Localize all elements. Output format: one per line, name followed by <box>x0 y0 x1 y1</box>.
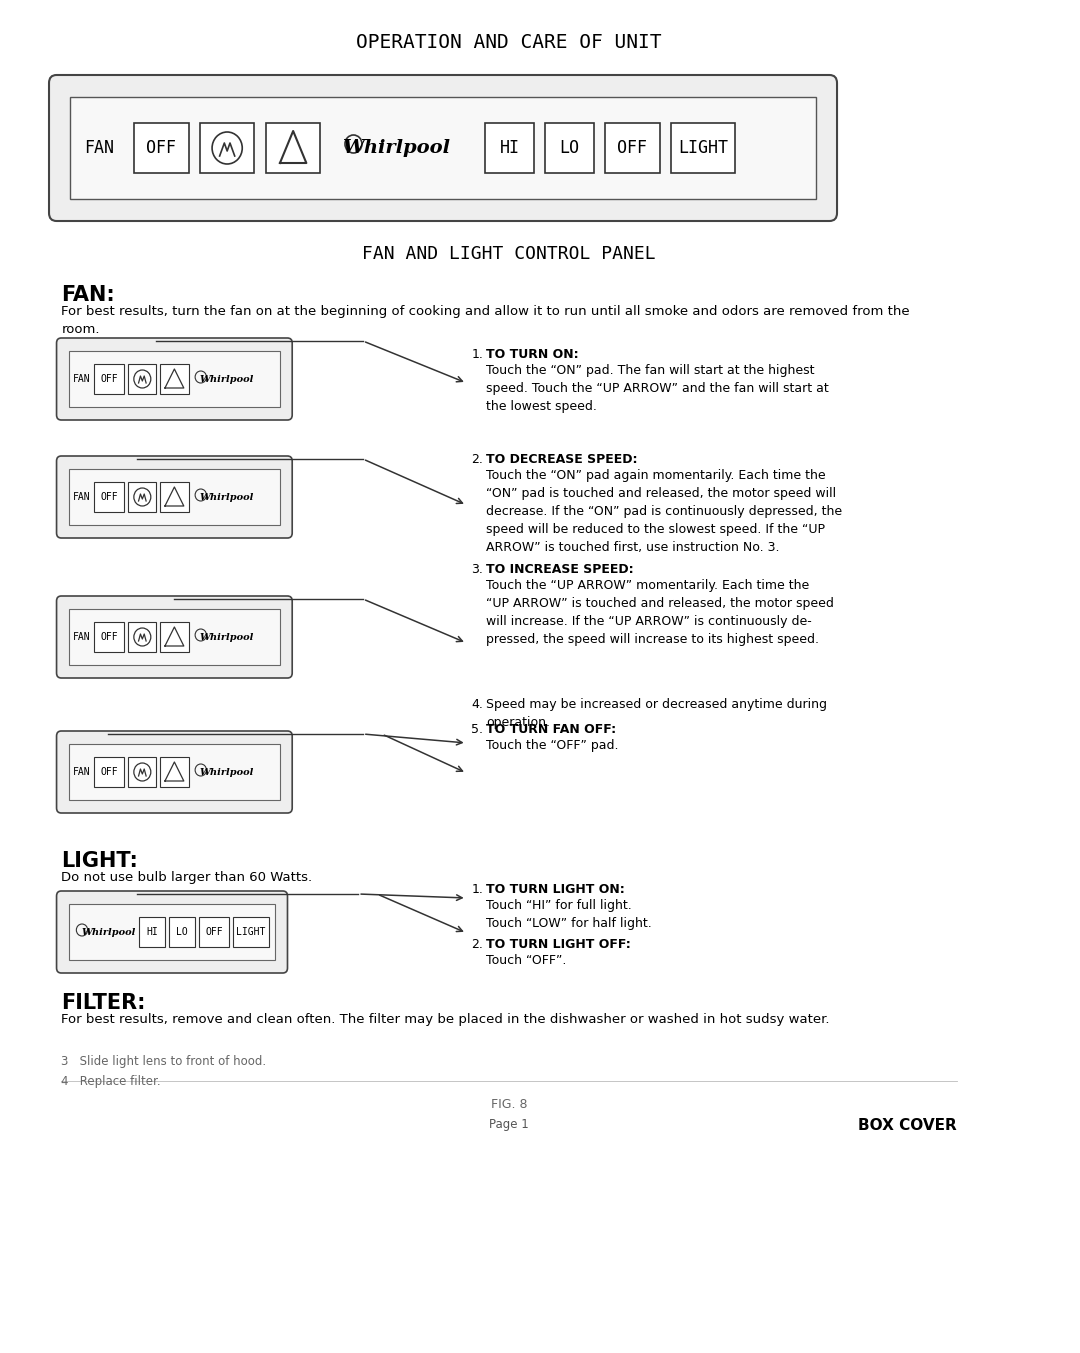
Text: BOX COVER: BOX COVER <box>858 1118 957 1132</box>
Bar <box>69 744 280 800</box>
Bar <box>485 123 535 173</box>
Text: LIGHT:: LIGHT: <box>62 851 138 871</box>
Text: 1.: 1. <box>471 884 483 896</box>
Text: TO INCREASE SPEED:: TO INCREASE SPEED: <box>486 563 634 576</box>
Text: OFF: OFF <box>205 927 222 938</box>
Bar <box>168 917 195 947</box>
Bar <box>94 364 124 394</box>
Bar <box>671 123 735 173</box>
Text: HI: HI <box>500 139 519 157</box>
Text: Whirlpool: Whirlpool <box>81 928 136 936</box>
Bar <box>94 622 124 652</box>
Text: FIG. 8: FIG. 8 <box>490 1099 527 1111</box>
Bar <box>134 123 189 173</box>
FancyBboxPatch shape <box>56 338 293 419</box>
Text: OFF: OFF <box>100 632 118 643</box>
Text: FAN AND LIGHT CONTROL PANEL: FAN AND LIGHT CONTROL PANEL <box>362 245 656 262</box>
FancyBboxPatch shape <box>56 731 293 813</box>
Bar <box>94 482 124 511</box>
Bar <box>266 123 321 173</box>
Bar <box>69 350 280 407</box>
Text: 2.: 2. <box>471 453 483 465</box>
Text: 4.: 4. <box>471 698 483 710</box>
Text: LO: LO <box>176 927 188 938</box>
Text: FAN: FAN <box>84 139 114 157</box>
Text: Whirlpool: Whirlpool <box>199 375 254 383</box>
Text: TO TURN ON:: TO TURN ON: <box>486 348 579 361</box>
Bar <box>129 482 157 511</box>
Text: FAN: FAN <box>73 492 91 502</box>
Text: Touch the “ON” pad. The fan will start at the highest
speed. Touch the “UP ARROW: Touch the “ON” pad. The fan will start a… <box>486 364 829 413</box>
Bar <box>544 123 594 173</box>
Text: OFF: OFF <box>618 139 648 157</box>
Text: Speed may be increased or decreased anytime during
operation.: Speed may be increased or decreased anyt… <box>486 698 827 729</box>
Text: Do not use bulb larger than 60 Watts.: Do not use bulb larger than 60 Watts. <box>62 871 312 884</box>
Text: Touch “HI” for full light.
Touch “LOW” for half light.: Touch “HI” for full light. Touch “LOW” f… <box>486 898 652 930</box>
Bar <box>199 917 229 947</box>
Text: 3   Slide light lens to front of hood.: 3 Slide light lens to front of hood. <box>62 1055 267 1068</box>
Bar <box>138 917 165 947</box>
Text: LIGHT: LIGHT <box>237 927 266 938</box>
Text: 3.: 3. <box>471 563 483 576</box>
Text: Touch “OFF”.: Touch “OFF”. <box>486 954 567 967</box>
Bar <box>69 469 280 525</box>
Bar <box>233 917 269 947</box>
Text: FILTER:: FILTER: <box>62 993 146 1013</box>
Text: FAN: FAN <box>73 767 91 777</box>
FancyBboxPatch shape <box>56 597 293 678</box>
Text: OFF: OFF <box>146 139 176 157</box>
FancyBboxPatch shape <box>56 456 293 538</box>
Text: FAN:: FAN: <box>62 285 114 304</box>
Bar <box>200 123 255 173</box>
Text: TO TURN LIGHT ON:: TO TURN LIGHT ON: <box>486 884 625 896</box>
Bar <box>69 904 275 961</box>
Bar <box>129 364 157 394</box>
Bar <box>70 97 816 199</box>
Bar <box>160 482 189 511</box>
Text: Touch the “OFF” pad.: Touch the “OFF” pad. <box>486 739 619 752</box>
Text: For best results, turn the fan on at the beginning of cooking and allow it to ru: For best results, turn the fan on at the… <box>62 304 909 336</box>
Bar <box>129 622 157 652</box>
Text: OFF: OFF <box>100 373 118 384</box>
Text: For best results, remove and clean often. The filter may be placed in the dishwa: For best results, remove and clean often… <box>62 1013 829 1026</box>
FancyBboxPatch shape <box>56 892 287 973</box>
Text: 2.: 2. <box>471 938 483 951</box>
Text: HI: HI <box>146 927 158 938</box>
Text: OFF: OFF <box>100 492 118 502</box>
Text: TO TURN FAN OFF:: TO TURN FAN OFF: <box>486 723 617 736</box>
Text: OPERATION AND CARE OF UNIT: OPERATION AND CARE OF UNIT <box>356 32 662 51</box>
Bar <box>129 756 157 787</box>
Text: 1.: 1. <box>471 348 483 361</box>
Text: Whirlpool: Whirlpool <box>199 492 254 502</box>
Bar <box>160 622 189 652</box>
Text: FAN: FAN <box>73 632 91 643</box>
Bar <box>605 123 660 173</box>
Text: TO DECREASE SPEED:: TO DECREASE SPEED: <box>486 453 638 465</box>
Text: FAN: FAN <box>73 373 91 384</box>
Text: Touch the “UP ARROW” momentarily. Each time the
“UP ARROW” is touched and releas: Touch the “UP ARROW” momentarily. Each t… <box>486 579 834 645</box>
Text: 4   Replace filter.: 4 Replace filter. <box>62 1076 161 1088</box>
Text: Whirlpool: Whirlpool <box>342 139 450 157</box>
Text: TO TURN LIGHT OFF:: TO TURN LIGHT OFF: <box>486 938 631 951</box>
Text: OFF: OFF <box>100 767 118 777</box>
Bar <box>69 609 280 666</box>
Text: Page 1: Page 1 <box>489 1118 529 1131</box>
Text: Whirlpool: Whirlpool <box>199 632 254 641</box>
Bar <box>160 364 189 394</box>
Text: 5.: 5. <box>471 723 483 736</box>
Text: Whirlpool: Whirlpool <box>199 767 254 777</box>
Text: Touch the “ON” pad again momentarily. Each time the
“ON” pad is touched and rele: Touch the “ON” pad again momentarily. Ea… <box>486 469 842 553</box>
Bar <box>160 756 189 787</box>
FancyBboxPatch shape <box>49 74 837 221</box>
Text: LIGHT: LIGHT <box>678 139 728 157</box>
Text: LO: LO <box>559 139 579 157</box>
Bar <box>94 756 124 787</box>
